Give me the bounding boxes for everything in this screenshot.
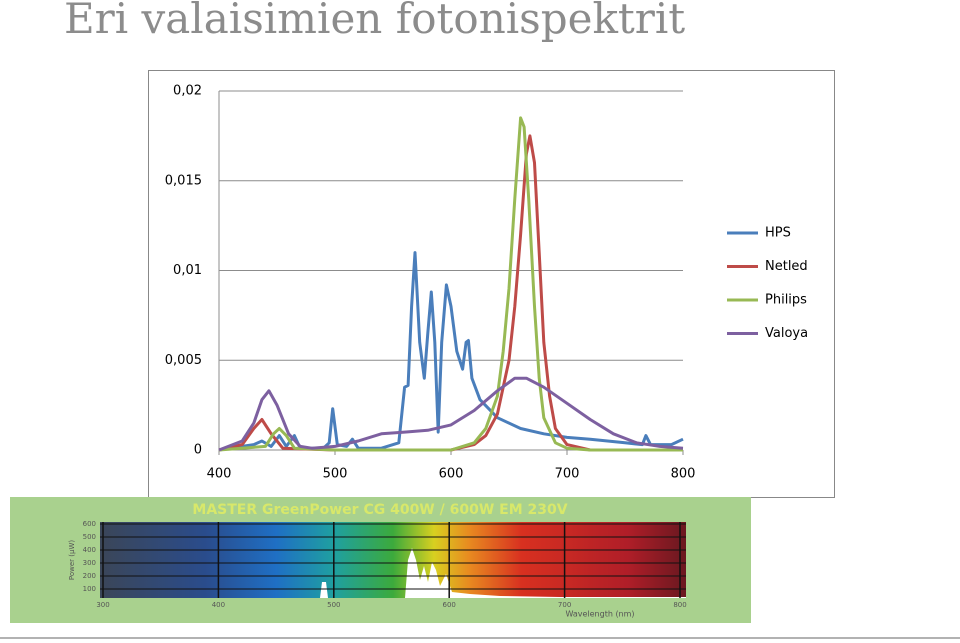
spectrum-image: MASTER GreenPower CG 400W / 600W EM 230V… xyxy=(10,497,751,623)
y-tick-label: 0,015 xyxy=(165,173,202,188)
image-y-label: 600 xyxy=(83,520,96,528)
spectrum-band xyxy=(100,522,686,598)
image-x-label: 300 xyxy=(96,601,109,609)
image-title: MASTER GreenPower CG 400W / 600W EM 230V xyxy=(192,502,567,518)
series-line xyxy=(218,376,684,452)
x-tick-label: 500 xyxy=(323,467,348,482)
image-y-label: 300 xyxy=(83,559,96,567)
x-tick-label: 600 xyxy=(439,467,464,482)
image-x-label: 800 xyxy=(673,601,686,609)
image-y-label: 100 xyxy=(83,585,96,593)
legend-label: Netled xyxy=(765,259,808,274)
legend-label: HPS xyxy=(765,226,791,241)
spectrum-shape xyxy=(320,548,686,598)
image-y-title: Power (µW) xyxy=(68,540,76,580)
chart: 0 0,005 0,01 0,015 0,02 400 500 600 700 800 HPS Net… xyxy=(165,84,808,482)
x-tick-label: 800 xyxy=(671,467,696,482)
y-tick-label: 0,005 xyxy=(165,353,202,368)
image-x-label: 700 xyxy=(558,601,571,609)
x-tick-label: 700 xyxy=(555,467,580,482)
image-y-label: 400 xyxy=(83,546,96,554)
image-y-label: 500 xyxy=(83,533,96,541)
legend-label: Philips xyxy=(765,293,807,308)
legend-label: Valoya xyxy=(765,326,808,341)
slide-title: Eri valaisimien fotonispektrit xyxy=(64,0,685,43)
y-tick-label: 0,01 xyxy=(173,263,202,278)
image-x-title: Wavelength (nm) xyxy=(565,610,634,619)
series-line xyxy=(218,134,683,452)
image-y-label: 200 xyxy=(83,572,96,580)
y-tick-label: 0 xyxy=(194,443,202,458)
y-tick-label: 0,02 xyxy=(173,84,202,99)
image-x-label: 600 xyxy=(443,601,456,609)
series-line xyxy=(218,116,683,452)
x-tick-label: 400 xyxy=(207,467,232,482)
image-x-label: 500 xyxy=(327,601,340,609)
image-x-label: 400 xyxy=(212,601,225,609)
